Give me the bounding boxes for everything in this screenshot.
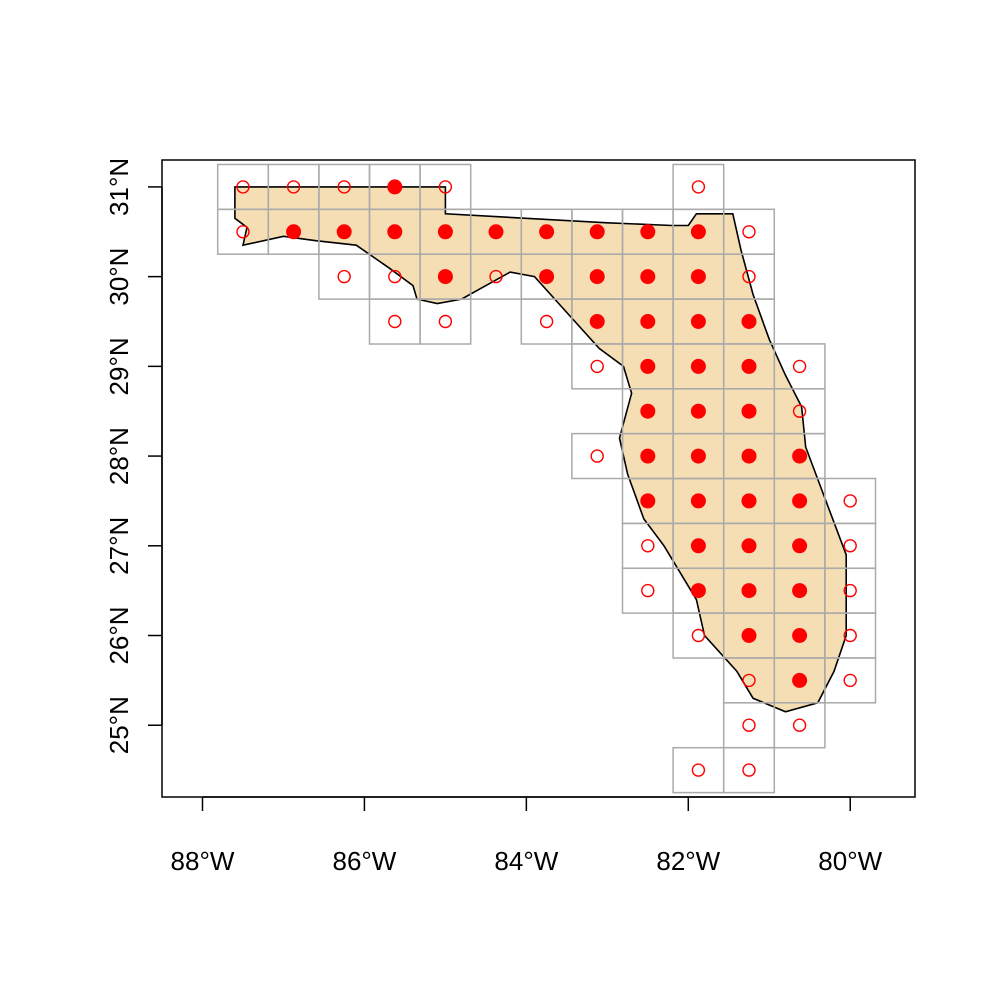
point-water [539, 314, 554, 329]
point-water [691, 763, 706, 777]
grid-cell [419, 298, 472, 345]
point-land [741, 314, 757, 329]
x-tick-label: 80°W [818, 846, 882, 876]
point-land [640, 493, 656, 509]
point-land [640, 358, 656, 374]
point-water [742, 763, 756, 777]
point-water [337, 269, 351, 284]
grid-cells [216, 163, 877, 794]
point-water [641, 583, 655, 598]
y-tick-label: 29°N [104, 337, 134, 395]
point-water [742, 269, 756, 284]
point-land [792, 628, 808, 643]
point-land [690, 493, 706, 509]
point-land [640, 269, 656, 285]
point-water [843, 583, 857, 598]
point-water [286, 180, 301, 194]
point-water [236, 180, 250, 194]
grid-cell [824, 657, 877, 704]
point-water [438, 180, 453, 194]
grid-points [236, 179, 857, 777]
x-tick-label: 84°W [494, 846, 558, 876]
point-water [843, 673, 857, 688]
point-land [690, 358, 706, 374]
point-land [589, 269, 605, 285]
point-land [690, 269, 706, 285]
point-land [539, 269, 555, 285]
point-land [336, 224, 352, 240]
y-axis: 25°N 26°N 27°N 28°N 29°N 30°N 31°N [104, 158, 163, 754]
point-land [437, 224, 453, 240]
point-land [640, 314, 656, 329]
point-water [590, 449, 604, 463]
point-water [438, 314, 453, 329]
point-water [742, 673, 756, 688]
point-land [640, 224, 656, 240]
y-tick-label: 25°N [104, 696, 134, 754]
point-water [792, 404, 807, 418]
point-land [792, 448, 808, 464]
point-water [843, 494, 857, 508]
y-tick-label: 27°N [104, 517, 134, 575]
point-land [792, 493, 808, 509]
point-land [387, 179, 403, 195]
point-land [640, 403, 656, 419]
point-water [641, 539, 655, 553]
point-land [437, 269, 453, 285]
point-water [691, 628, 706, 643]
point-land [690, 314, 706, 329]
point-land [741, 628, 757, 643]
grid-cell [722, 746, 776, 794]
point-water [792, 359, 807, 374]
point-land [690, 538, 706, 554]
y-tick-label: 30°N [104, 248, 134, 306]
point-land [690, 403, 706, 419]
point-land [741, 448, 757, 464]
x-axis: 88°W 86°W 84°W 82°W 80°W [171, 796, 883, 876]
point-land [741, 538, 757, 554]
point-land [690, 448, 706, 464]
point-land [690, 583, 706, 599]
grid-cell [773, 702, 826, 749]
y-tick-label: 28°N [104, 427, 134, 485]
point-land [792, 538, 808, 554]
point-land [741, 493, 757, 509]
point-water [742, 225, 756, 239]
y-tick-label: 31°N [104, 158, 134, 216]
point-land [792, 672, 808, 688]
point-land [690, 224, 706, 240]
point-land [589, 224, 605, 240]
point-land [792, 583, 808, 599]
point-water [691, 180, 706, 194]
point-land [488, 224, 504, 240]
point-land [741, 583, 757, 599]
point-water [590, 359, 604, 374]
point-water [388, 314, 402, 329]
point-water [489, 269, 503, 284]
point-water [843, 628, 857, 643]
point-water [388, 269, 402, 284]
point-land [589, 314, 605, 329]
x-tick-label: 88°W [171, 846, 235, 876]
point-land [539, 224, 555, 240]
point-land [741, 403, 757, 419]
y-tick-label: 26°N [104, 606, 134, 664]
point-water [337, 180, 351, 194]
point-water [236, 225, 250, 239]
point-land [640, 448, 656, 464]
point-water [742, 718, 756, 732]
point-water [843, 539, 857, 553]
point-land [741, 358, 757, 374]
x-tick-label: 86°W [332, 846, 396, 876]
point-water [792, 718, 807, 732]
point-land [387, 224, 403, 240]
x-tick-label: 82°W [656, 846, 720, 876]
point-land [286, 224, 302, 240]
